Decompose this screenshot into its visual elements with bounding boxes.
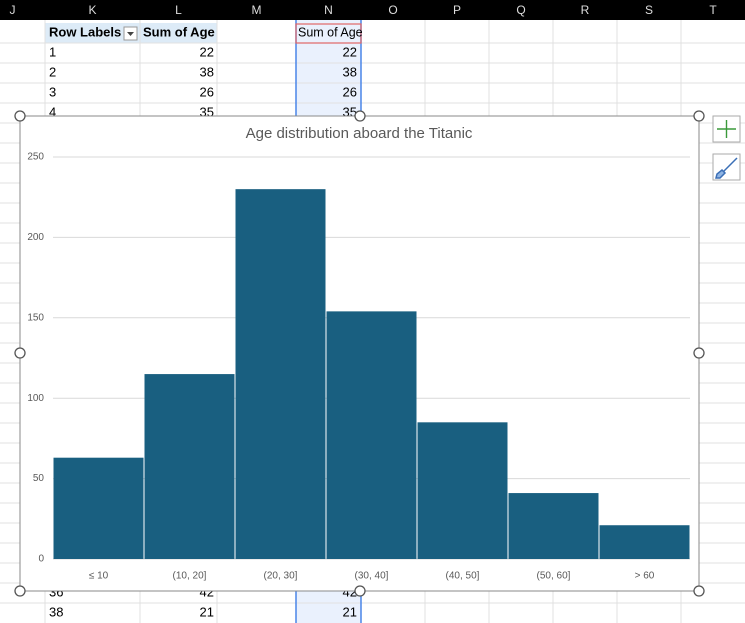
resize-handle[interactable] (14, 110, 26, 122)
x-tick-label: (20, 30] (264, 571, 298, 582)
pivot-header: Row Labels (49, 24, 121, 39)
column-header-bar (0, 0, 745, 20)
y-tick-label: 50 (33, 473, 45, 484)
x-tick-label: (30, 40] (355, 571, 389, 582)
bar (508, 493, 599, 559)
y-tick-label: 200 (27, 232, 44, 243)
column-header[interactable]: O (388, 3, 397, 17)
column-header[interactable]: M (252, 3, 262, 17)
bar (235, 189, 326, 559)
plus-icon (717, 120, 736, 138)
resize-handle[interactable] (14, 347, 26, 359)
resize-handle[interactable] (14, 585, 26, 597)
column-header[interactable]: R (581, 3, 590, 17)
column-header-cell: Sum of Age (298, 25, 363, 39)
chart-styles-button[interactable] (712, 153, 741, 181)
resize-handle[interactable] (693, 585, 705, 597)
bar (53, 457, 144, 559)
filter-arrow (127, 32, 134, 36)
x-tick-label: ≤ 10 (89, 571, 109, 582)
row-label: 1 (49, 44, 56, 59)
pivot-header: Sum of Age (143, 24, 215, 39)
column-header[interactable]: T (709, 3, 717, 17)
y-tick-label: 100 (27, 393, 44, 404)
cell-value: 22 (200, 44, 214, 59)
y-tick-label: 150 (27, 312, 44, 323)
row-label: 4 (49, 104, 56, 119)
x-tick-label: (50, 60] (537, 571, 571, 582)
column-header[interactable]: J (10, 3, 16, 17)
resize-handle[interactable] (354, 110, 366, 122)
x-tick-label: (10, 20] (173, 571, 207, 582)
chart-title: Age distribution aboard the Titanic (246, 125, 473, 142)
chart-elements-button[interactable] (712, 115, 741, 143)
bar (326, 311, 417, 559)
y-tick-label: 250 (27, 152, 44, 163)
column-header[interactable]: P (453, 3, 461, 17)
resize-handle[interactable] (354, 585, 366, 597)
column-header[interactable]: L (175, 3, 182, 17)
column-header[interactable]: S (645, 3, 653, 17)
bar (599, 525, 690, 559)
y-tick-label: 0 (38, 554, 44, 565)
cell-value: 22 (343, 44, 357, 59)
resize-handle[interactable] (693, 347, 705, 359)
brush-icon (715, 157, 738, 179)
column-header[interactable]: K (88, 3, 96, 17)
resize-handle[interactable] (693, 110, 705, 122)
row-label: 2 (49, 64, 56, 79)
bar (417, 422, 508, 559)
bar (144, 374, 235, 559)
cell-value: 21 (200, 604, 214, 619)
cell-value: 26 (200, 84, 214, 99)
selected-header-box (295, 23, 362, 44)
column-header[interactable]: Q (516, 3, 525, 17)
cell-value: 38 (200, 64, 214, 79)
row-label: 3 (49, 84, 56, 99)
x-tick-label: (40, 50] (446, 571, 480, 582)
chart[interactable]: Age distribution aboard the Titanic 0 50 10… (14, 110, 705, 597)
cell-value: 26 (343, 84, 357, 99)
x-tick-label: > 60 (635, 571, 655, 582)
cell-value: 38 (343, 64, 357, 79)
cell-value: 21 (343, 604, 357, 619)
row-label: 38 (49, 604, 63, 619)
column-header[interactable]: N (324, 3, 333, 17)
